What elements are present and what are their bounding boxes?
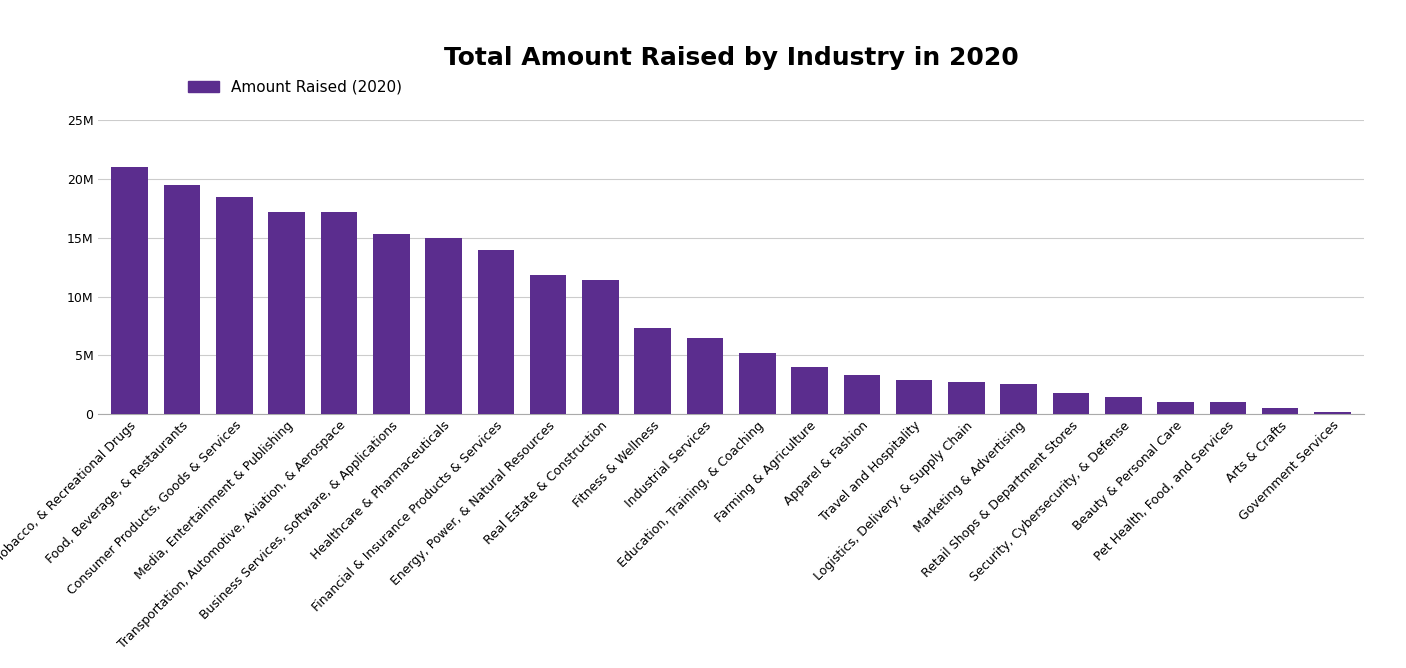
Title: Total Amount Raised by Industry in 2020: Total Amount Raised by Industry in 2020	[444, 45, 1018, 69]
Bar	[269, 212, 305, 414]
Bar	[1053, 393, 1090, 414]
Bar	[217, 196, 253, 414]
Bar	[1105, 397, 1142, 414]
Bar	[530, 275, 567, 414]
Bar	[373, 234, 409, 414]
Bar	[740, 353, 776, 414]
Bar	[1209, 402, 1246, 414]
Bar	[634, 329, 671, 414]
Bar	[844, 375, 880, 414]
Bar	[425, 238, 461, 414]
Bar	[478, 250, 515, 414]
Bar	[792, 367, 828, 414]
Bar	[1157, 402, 1194, 414]
Bar	[321, 212, 357, 414]
Bar	[163, 185, 201, 414]
Bar	[111, 167, 148, 414]
Bar	[1315, 412, 1351, 414]
Bar	[1001, 383, 1038, 414]
Bar	[686, 338, 723, 414]
Bar	[582, 280, 619, 414]
Bar	[896, 380, 932, 414]
Legend: Amount Raised (2020): Amount Raised (2020)	[181, 73, 408, 101]
Bar	[1261, 408, 1299, 414]
Bar	[948, 382, 984, 414]
